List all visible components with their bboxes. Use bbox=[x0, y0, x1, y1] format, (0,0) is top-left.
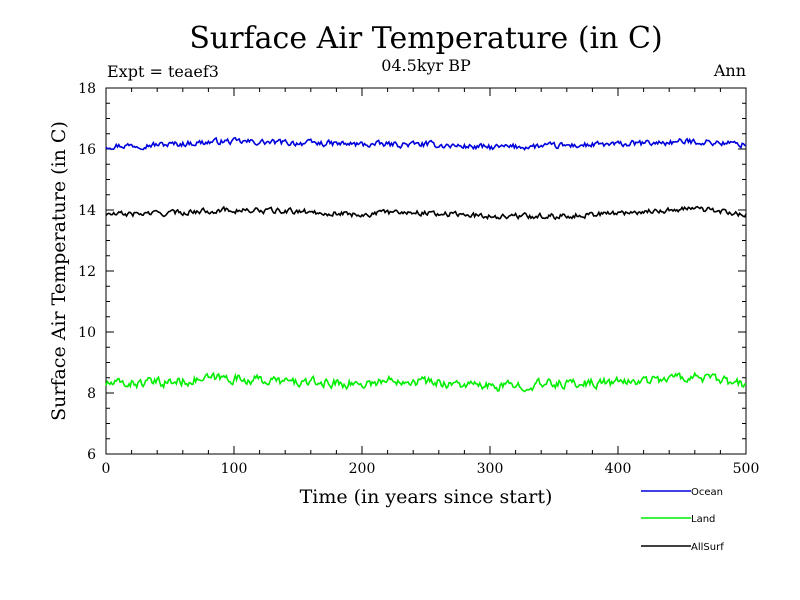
series-line-ocean bbox=[105, 136, 747, 152]
legend-label-allsurf: AllSurf bbox=[691, 542, 724, 553]
y-tick-label: 10 bbox=[78, 325, 96, 341]
series-lines bbox=[105, 136, 747, 393]
x-tick-label: 100 bbox=[221, 461, 248, 477]
x-tick-label: 300 bbox=[477, 461, 504, 477]
x-tick-label: 0 bbox=[102, 461, 111, 477]
x-tick-label: 500 bbox=[733, 461, 760, 477]
axis-ticks: 0 100 200 300 400 500 6 8 10 12 14 16 18 bbox=[78, 81, 759, 477]
y-tick-label: 16 bbox=[78, 142, 96, 158]
y-tick-label: 12 bbox=[78, 264, 96, 280]
chart-season: Ann bbox=[713, 61, 746, 80]
legend-label-ocean: Ocean bbox=[691, 487, 723, 498]
chart-experiment: Expt = teaef3 bbox=[107, 62, 219, 81]
legend-label-land: Land bbox=[691, 514, 715, 525]
chart-subtitle: 04.5kyr BP bbox=[381, 56, 471, 75]
y-axis-label: Surface Air Temperature (in C) bbox=[48, 121, 70, 421]
series-line-allsurf bbox=[105, 205, 747, 221]
y-tick-label: 8 bbox=[87, 386, 96, 402]
series-line-land bbox=[105, 371, 747, 393]
y-tick-label: 6 bbox=[87, 447, 96, 463]
y-tick-label: 18 bbox=[78, 81, 96, 97]
y-tick-label: 14 bbox=[78, 203, 96, 219]
chart-title: Surface Air Temperature (in C) bbox=[189, 21, 662, 56]
legend: Ocean Land AllSurf bbox=[641, 487, 724, 553]
x-axis-label: Time (in years since start) bbox=[300, 486, 553, 508]
x-tick-label: 400 bbox=[605, 461, 632, 477]
x-tick-label: 200 bbox=[349, 461, 376, 477]
